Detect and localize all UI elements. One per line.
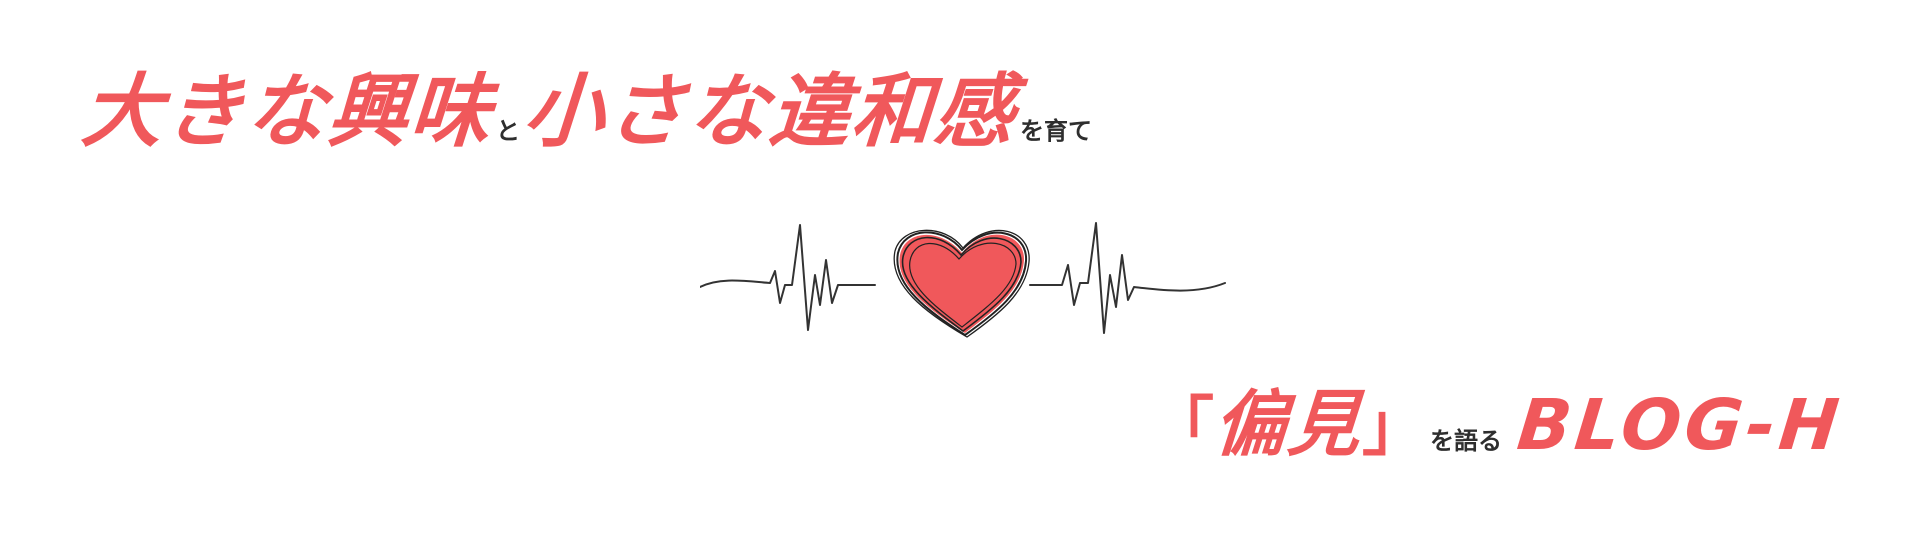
heart-icon — [893, 229, 1030, 338]
close-bracket: 」 — [1362, 391, 1427, 465]
subtitle-keyword: 偏見 — [1211, 382, 1365, 466]
heartbeat-graphic — [700, 222, 1226, 338]
tagline-connector2: を育て — [1020, 117, 1092, 145]
heartbeat-line-right — [1029, 222, 1226, 334]
tagline-part1: 大きな興味 — [78, 65, 496, 158]
tagline-part2: 小さな違和感 — [520, 65, 1020, 158]
open-bracket: 「 — [1150, 391, 1214, 465]
tagline: 大きな興味と小さな違和感を育て — [78, 65, 1096, 158]
subtitle-connector: を語る — [1430, 427, 1503, 455]
subtitle: 「偏見」 を語る BLOG-H — [1150, 382, 1847, 466]
brand-name: BLOG-H — [1513, 384, 1847, 466]
heartbeat-line-left — [700, 224, 876, 331]
tagline-connector1: と — [496, 117, 520, 145]
